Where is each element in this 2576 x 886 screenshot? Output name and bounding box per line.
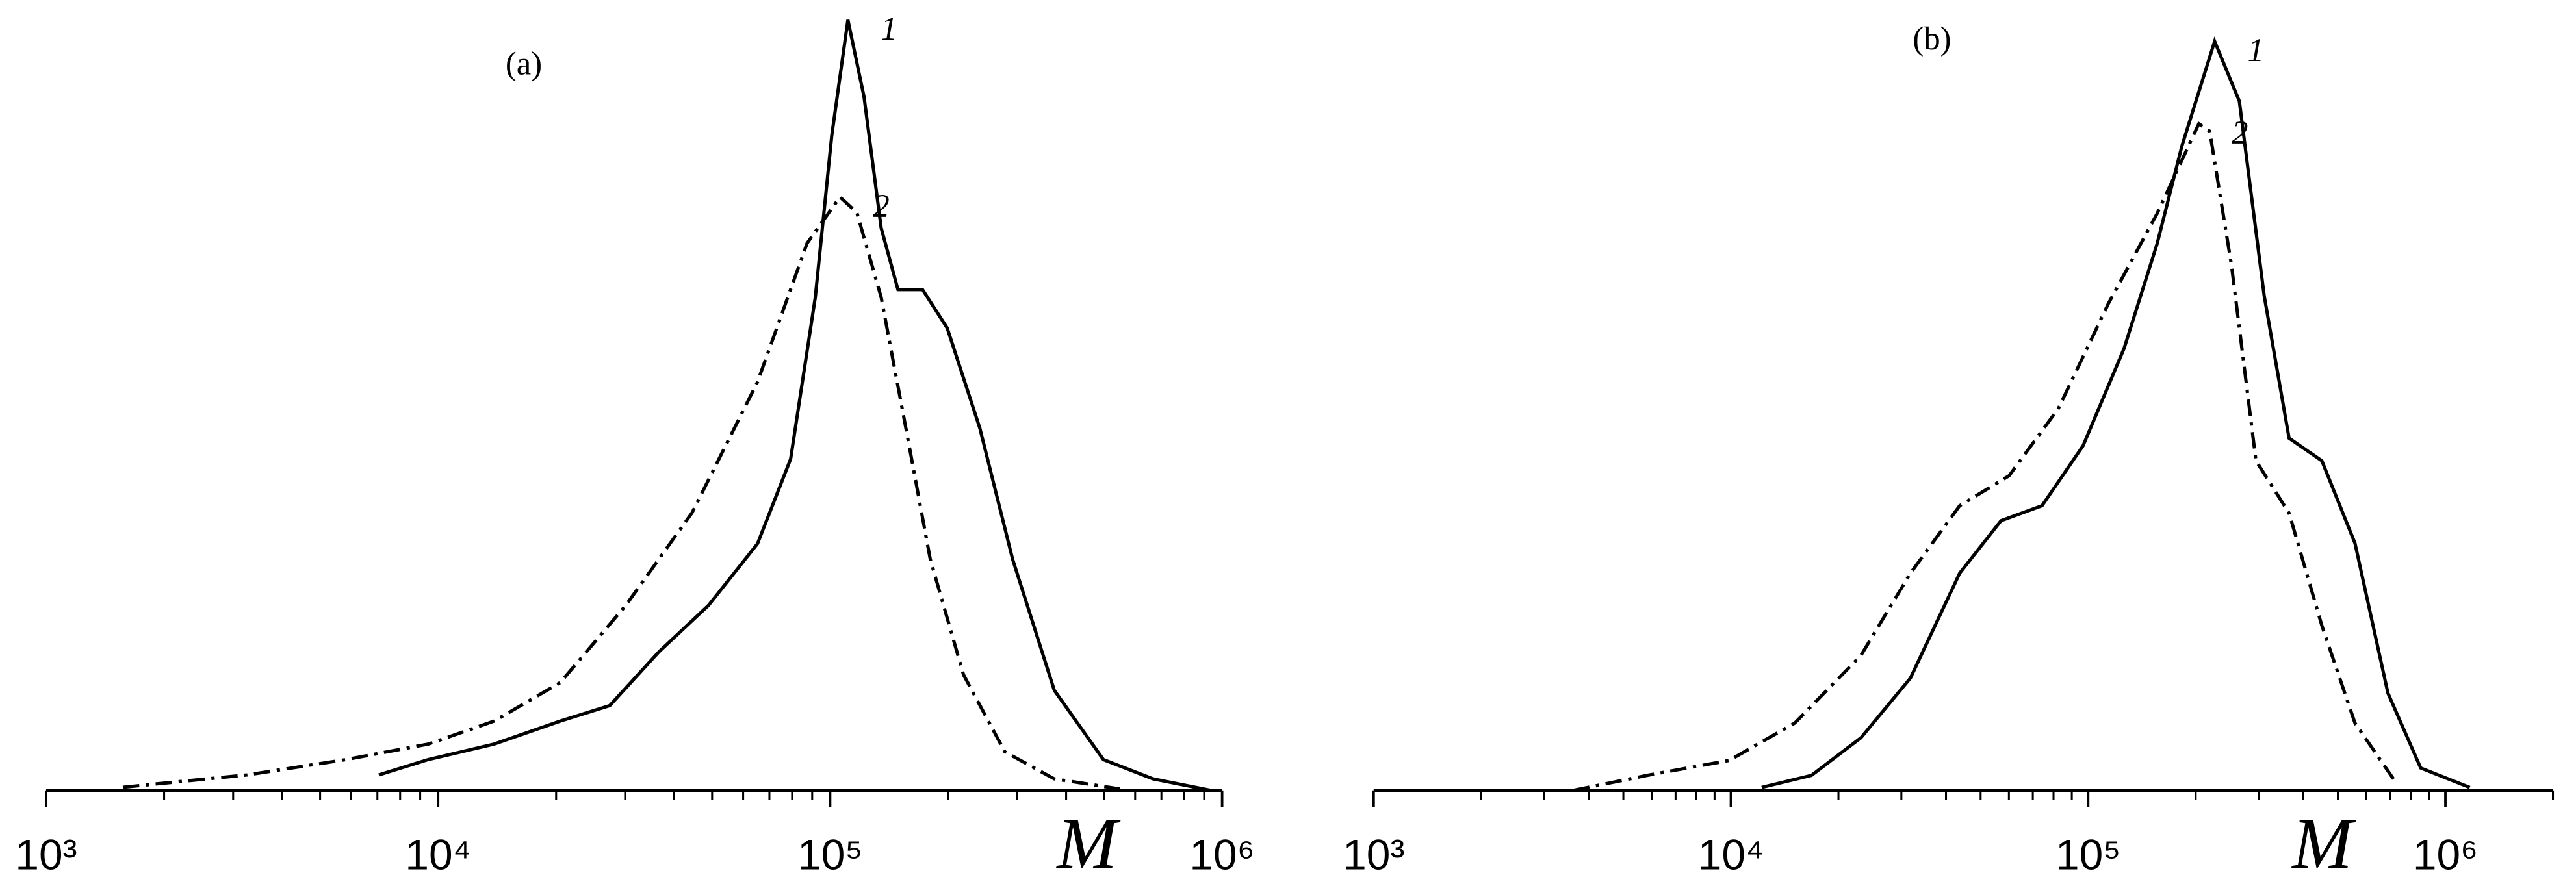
curve (378, 19, 1211, 792)
panel-title: (a) (506, 45, 542, 81)
x-tick-label: 10⁶ (1189, 830, 1254, 878)
curve-label: 2 (2232, 114, 2248, 151)
x-tick-label: 10⁶ (2413, 830, 2478, 878)
x-tick-label: 10⁵ (797, 830, 863, 878)
x-tick-label: 10⁵ (2055, 830, 2121, 878)
curve (1573, 121, 2398, 792)
curve-label: 1 (881, 10, 897, 47)
x-axis-label: M (2291, 804, 2356, 884)
panel-title: (b) (1913, 20, 1951, 57)
curve (122, 194, 1120, 791)
x-axis-label: M (1055, 804, 1120, 884)
x-tick-label: 10³ (1343, 830, 1404, 878)
curve-label: 2 (873, 188, 889, 224)
curve (1761, 36, 2471, 789)
x-tick-label: 10³ (15, 830, 77, 878)
x-tick-label: 10⁴ (405, 830, 471, 878)
curve-label: 1 (2248, 32, 2264, 68)
x-tick-label: 10⁴ (1698, 830, 1764, 878)
